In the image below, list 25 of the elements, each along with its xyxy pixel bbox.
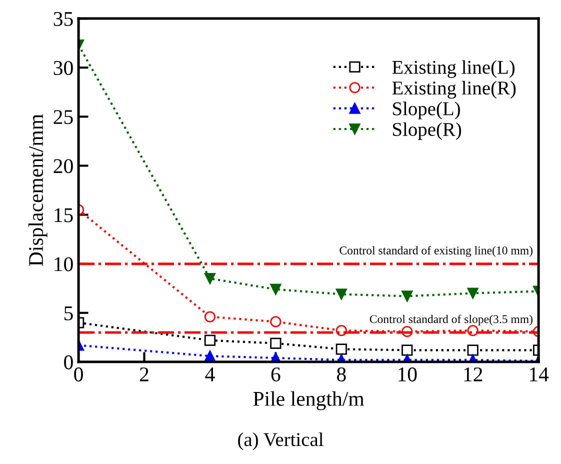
y-axis-title: Displacement/mm bbox=[28, 114, 48, 266]
y-tick-label: 10 bbox=[54, 257, 73, 272]
x-axis-title: Pile length/m bbox=[253, 391, 364, 410]
x-tick-label: 2 bbox=[140, 367, 148, 382]
x-tick-label: 14 bbox=[530, 367, 549, 382]
x-tick-label: 6 bbox=[271, 367, 280, 382]
y-tick-label: 25 bbox=[54, 110, 73, 124]
legend-label: Slope(L) bbox=[393, 102, 460, 120]
legend-label: Slope(R) bbox=[393, 122, 462, 140]
x-tick-label: 0 bbox=[74, 367, 83, 382]
legend-label: Existing line(R) bbox=[392, 80, 516, 99]
y-tick-label: 5 bbox=[64, 306, 73, 320]
x-tick-label: 10 bbox=[398, 367, 417, 382]
y-tick-label: 15 bbox=[54, 208, 73, 222]
ref-line-label: Control standard of slope(3.5 mm) bbox=[370, 314, 532, 326]
y-tick-label: 35 bbox=[54, 12, 73, 26]
legend-label: Existing line(L) bbox=[392, 60, 515, 78]
text: (a) Vertical bbox=[238, 432, 324, 450]
y-tick-label: 20 bbox=[54, 159, 73, 174]
x-tick-label: 4 bbox=[205, 368, 215, 382]
x-tick-label: 8 bbox=[336, 367, 346, 382]
x-tick-label: 12 bbox=[464, 367, 482, 382]
ref-line-label: Control standard of existing line(10 mm) bbox=[340, 246, 532, 257]
y-tick-label: 0 bbox=[64, 355, 73, 370]
y-tick-label: 30 bbox=[54, 60, 73, 76]
